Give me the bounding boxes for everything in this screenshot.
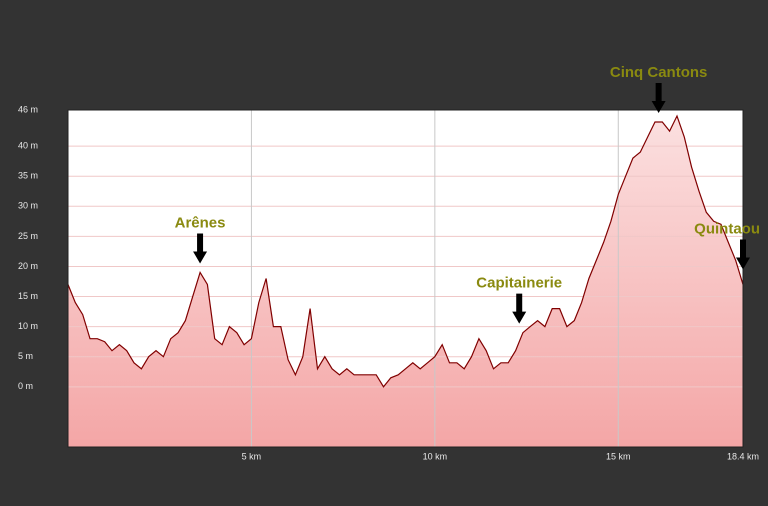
elevation-line [67, 114, 744, 388]
plot-border [67, 109, 744, 448]
annotation-arrow [193, 233, 208, 264]
y-tick-label: 0 m [18, 381, 33, 391]
y-tick-label: 40 m [18, 140, 38, 150]
annotation: Capitainerie [476, 275, 562, 324]
annotation-label: Cinq Cantons [610, 64, 708, 81]
annotation-label: Quintaou [694, 220, 760, 237]
x-tick-label: 15 km [606, 451, 631, 461]
annotation-arrow [512, 293, 527, 324]
y-tick-label: 20 m [18, 261, 38, 271]
annotation-arrow [651, 83, 666, 114]
annotation: Cinq Cantons [610, 64, 708, 114]
elevation-area [68, 116, 743, 447]
annotation-arrow [736, 239, 750, 270]
y-tick-label: 25 m [18, 231, 38, 241]
annotation: Quintaou [694, 220, 760, 270]
x-tick-label: 18.4 km [727, 451, 759, 461]
y-tick-label: 30 m [18, 201, 38, 211]
y-tick-label: 35 m [18, 171, 38, 181]
y-tick-label: 46 m [18, 104, 38, 114]
annotation-label: Capitainerie [476, 275, 562, 292]
y-tick-label: 15 m [18, 291, 38, 301]
x-tick-label: 5 km [242, 451, 262, 461]
y-tick-label: 5 m [18, 351, 33, 361]
y-tick-label: 10 m [18, 321, 38, 331]
annotation: Arênes [175, 214, 226, 264]
annotation-label: Arênes [175, 214, 226, 231]
x-tick-label: 10 km [423, 451, 448, 461]
